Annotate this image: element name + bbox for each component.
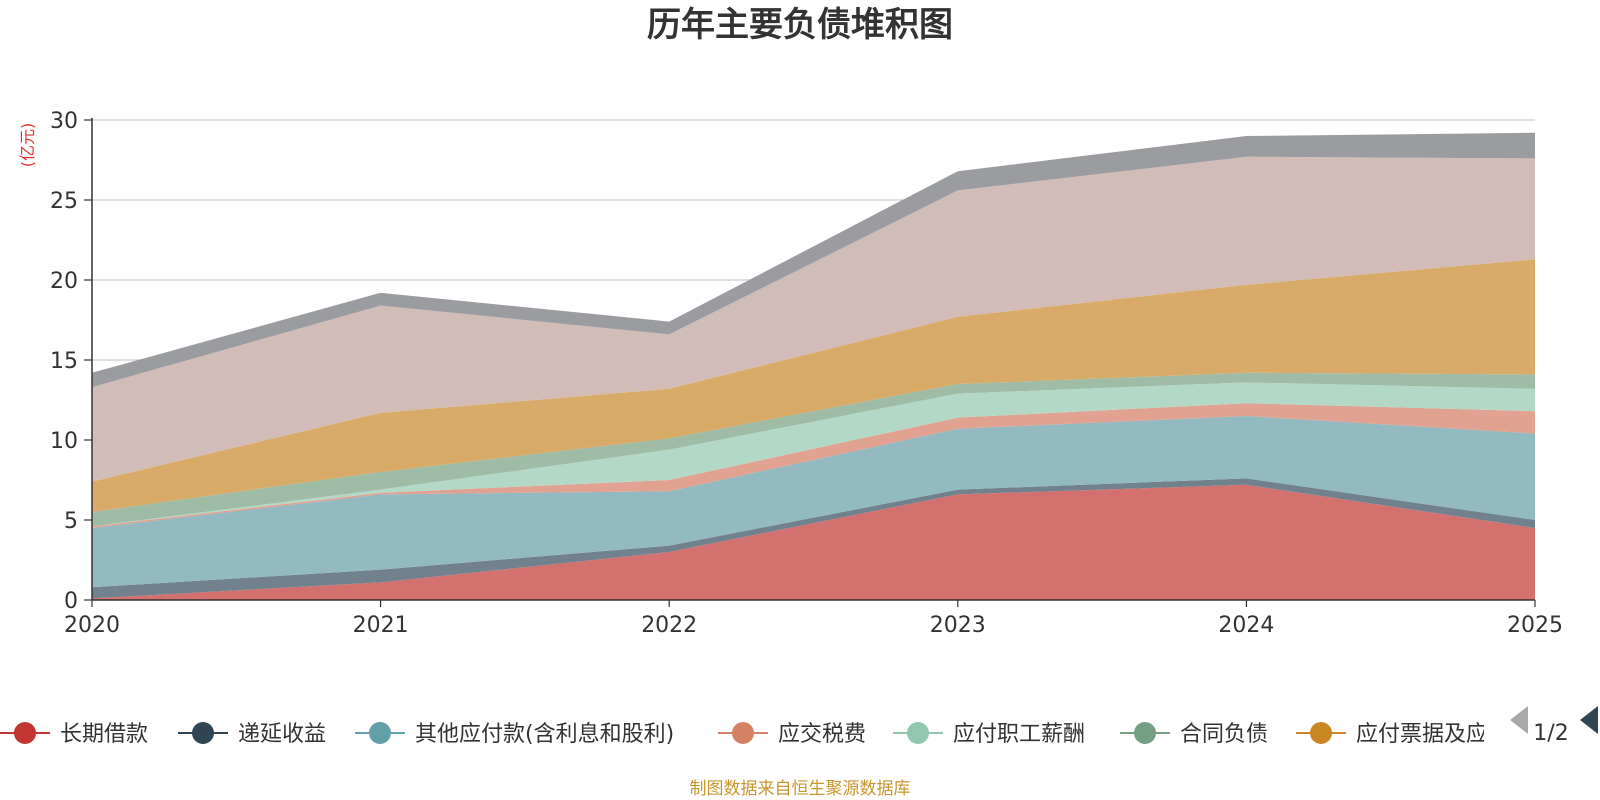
legend-pager: 1/2 [1510, 706, 1598, 746]
y-tick-label: 15 [50, 349, 78, 374]
x-tick-label: 2024 [1218, 613, 1274, 638]
legend-marker-icon [1310, 722, 1332, 744]
legend-item[interactable]: 应交税费 [718, 722, 866, 747]
y-tick-label: 10 [50, 429, 78, 454]
chart-title: 历年主要负债堆积图 [647, 5, 953, 45]
y-tick-label: 30 [50, 109, 78, 134]
legend-prev-page-icon[interactable] [1510, 706, 1528, 734]
y-axis-unit: (亿元) [18, 123, 37, 168]
area-应交税费 [92, 403, 1535, 528]
legend-item[interactable]: 应付票据及应 [1296, 722, 1488, 747]
legend-item[interactable]: 其他应付款(含利息和股利) [355, 722, 674, 747]
legend-next-page-icon[interactable] [1580, 706, 1598, 734]
legend: 长期借款 递延收益 其他应付款(含利息和股利) 应交税费 应付职工薪酬 合同负债 应付票据及… [0, 722, 1488, 747]
legend-items: 长期借款 递延收益 其他应付款(含利息和股利) 应交税费 应付职工薪酬 合同负债 应付票据及… [0, 722, 1488, 747]
data-source-note: 制图数据来自恒生聚源数据库 [690, 779, 911, 799]
legend-marker-icon [14, 722, 36, 744]
y-tick-labels: 0 5 10 15 20 25 30 [50, 109, 78, 614]
x-tick-label: 2021 [353, 613, 409, 638]
y-tick-label: 20 [50, 269, 78, 294]
legend-marker-icon [732, 722, 754, 744]
y-tick-label: 25 [50, 189, 78, 214]
legend-label: 合同负债 [1180, 722, 1268, 747]
x-tick-labels: 2020 2021 2022 2023 2024 2025 [64, 600, 1563, 638]
area-应付票据及应付账款 [92, 259, 1535, 512]
axes [91, 118, 1535, 601]
area-series [92, 132, 1535, 600]
y-tick-label: 0 [64, 589, 78, 614]
legend-page-indicator: 1/2 [1533, 721, 1568, 746]
x-tick-label: 2023 [930, 613, 986, 638]
legend-label: 长期借款 [60, 722, 148, 747]
x-tick-label: 2025 [1507, 613, 1563, 638]
y-tick-label: 5 [64, 509, 78, 534]
legend-item[interactable]: 递延收益 [178, 722, 326, 747]
x-tick-label: 2022 [641, 613, 697, 638]
legend-marker-icon [369, 722, 391, 744]
legend-label: 应付票据及应 [1356, 722, 1488, 747]
legend-marker-icon [907, 722, 929, 744]
area-短期借款 [92, 156, 1535, 482]
legend-item[interactable]: 合同负债 [1120, 722, 1268, 747]
area-递延收益 [92, 478, 1535, 599]
legend-label: 递延收益 [238, 722, 326, 747]
legend-marker-icon [192, 722, 214, 744]
area-其他应付款(含利息和股利) [92, 416, 1535, 588]
legend-item[interactable]: 应付职工薪酬 [893, 722, 1085, 747]
legend-marker-icon [1134, 722, 1156, 744]
area-应付职工薪酬 [92, 382, 1535, 527]
area-其他 [92, 132, 1535, 388]
x-tick-label: 2020 [64, 613, 120, 638]
legend-label: 应交税费 [778, 722, 866, 747]
legend-label: 应付职工薪酬 [953, 722, 1085, 747]
area-长期借款 [92, 484, 1535, 600]
legend-label: 其他应付款(含利息和股利) [415, 722, 674, 747]
legend-item[interactable]: 长期借款 [0, 722, 148, 747]
